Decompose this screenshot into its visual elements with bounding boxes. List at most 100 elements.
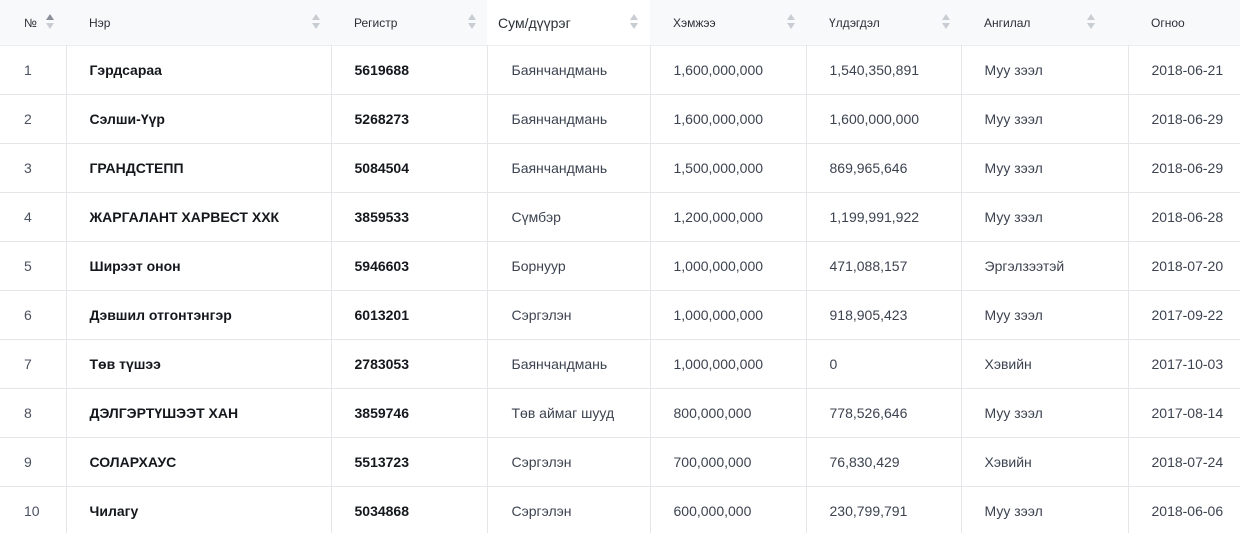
cell-balance: 471,088,157 bbox=[806, 241, 962, 291]
cell-register: 6013201 bbox=[331, 290, 488, 340]
cell-number: 9 bbox=[0, 437, 67, 487]
cell-balance: 230,799,791 bbox=[806, 486, 962, 533]
column-header-label: Ангилал bbox=[984, 15, 1031, 30]
sort-ascending-icon[interactable] bbox=[46, 14, 54, 30]
cell-number: 3 bbox=[0, 143, 67, 193]
cell-register: 5513723 bbox=[331, 437, 488, 487]
column-header-label: Үлдэгдэл bbox=[829, 15, 880, 30]
cell-register: 2783053 bbox=[331, 339, 488, 389]
column-header-category[interactable]: Ангилал bbox=[961, 0, 1128, 46]
cell-balance: 778,526,646 bbox=[806, 388, 962, 438]
cell-amount: 600,000,000 bbox=[650, 486, 807, 533]
column-header-register[interactable]: Регистр bbox=[331, 0, 487, 46]
cell-balance: 1,600,000,000 bbox=[806, 94, 962, 144]
cell-amount: 1,500,000,000 bbox=[650, 143, 807, 193]
cell-date: 2018-06-29 bbox=[1128, 143, 1240, 193]
cell-register: 5268273 bbox=[331, 94, 488, 144]
cell-name: Чилагу bbox=[66, 486, 332, 533]
cell-soum: Баянчандмань bbox=[487, 45, 651, 95]
cell-register: 3859746 bbox=[331, 388, 488, 438]
cell-category: Муу зээл bbox=[961, 143, 1129, 193]
table-row[interactable]: 2 Сэлши-Үүр 5268273 Баянчандмань 1,600,000,0… bbox=[0, 94, 1240, 144]
column-header-balance[interactable]: Үлдэгдэл bbox=[806, 0, 961, 46]
cell-register: 3859533 bbox=[331, 192, 488, 242]
cell-balance: 0 bbox=[806, 339, 962, 389]
table-row[interactable]: 1 Гэрдсараа 5619688 Баянчандмань 1,600,000,0… bbox=[0, 45, 1240, 95]
sort-icon[interactable] bbox=[942, 14, 950, 30]
table-row[interactable]: 8 ДЭЛГЭРТҮШЭЭТ ХАН 3859746 Төв аймаг шууд 80… bbox=[0, 388, 1240, 438]
cell-category: Муу зээл bbox=[961, 290, 1129, 340]
table-body: 1 Гэрдсараа 5619688 Баянчандмань 1,600,000,0… bbox=[0, 45, 1240, 533]
cell-name: Сэлши-Үүр bbox=[66, 94, 332, 144]
cell-amount: 1,600,000,000 bbox=[650, 94, 807, 144]
table-row[interactable]: 4 ЖАРГАЛАНТ ХАРВЕСТ ХХК 3859533 Сүмбэр 1,200… bbox=[0, 192, 1240, 242]
cell-amount: 700,000,000 bbox=[650, 437, 807, 487]
cell-balance: 869,965,646 bbox=[806, 143, 962, 193]
table-row[interactable]: 6 Дэвшил отгонтэнгэр 6013201 Сэргэлэн 1,000,… bbox=[0, 290, 1240, 340]
cell-category: Хэвийн bbox=[961, 339, 1129, 389]
cell-soum: Төв аймаг шууд bbox=[487, 388, 651, 438]
column-header-amount[interactable]: Хэмжээ bbox=[650, 0, 806, 46]
column-header-no[interactable]: № bbox=[0, 0, 66, 46]
column-header-name[interactable]: Нэр bbox=[66, 0, 331, 46]
cell-name: Гэрдсараа bbox=[66, 45, 332, 95]
cell-soum: Сүмбэр bbox=[487, 192, 651, 242]
cell-name: Төв түшээ bbox=[66, 339, 332, 389]
sort-icon[interactable] bbox=[787, 14, 795, 30]
table-row[interactable]: 10 Чилагу 5034868 Сэргэлэн 600,000,000 230,79… bbox=[0, 486, 1240, 533]
column-header-label: Нэр bbox=[89, 15, 111, 30]
cell-number: 4 bbox=[0, 192, 67, 242]
sort-icon[interactable] bbox=[630, 14, 638, 30]
cell-amount: 1,000,000,000 bbox=[650, 339, 807, 389]
cell-balance: 1,199,991,922 bbox=[806, 192, 962, 242]
cell-date: 2017-08-14 bbox=[1128, 388, 1240, 438]
cell-amount: 1,000,000,000 bbox=[650, 290, 807, 340]
column-header-label: Регистр bbox=[354, 15, 398, 30]
column-header-label: Хэмжээ bbox=[673, 15, 716, 30]
cell-amount: 1,200,000,000 bbox=[650, 192, 807, 242]
cell-register: 5034868 bbox=[331, 486, 488, 533]
table-row[interactable]: 9 СОЛАРХАУС 5513723 Сэргэлэн 700,000,000 76,8… bbox=[0, 437, 1240, 487]
cell-soum: Баянчандмань bbox=[487, 94, 651, 144]
cell-balance: 76,830,429 bbox=[806, 437, 962, 487]
cell-soum: Сэргэлэн bbox=[487, 437, 651, 487]
header-row: № Нэр Регистр Сум/дүүрэг Хэмжээ bbox=[0, 0, 1240, 46]
table-row[interactable]: 7 Төв түшээ 2783053 Баянчандмань 1,000,000,0… bbox=[0, 339, 1240, 389]
cell-register: 5946603 bbox=[331, 241, 488, 291]
column-header-soum[interactable]: Сум/дүүрэг bbox=[487, 0, 650, 46]
cell-number: 7 bbox=[0, 339, 67, 389]
cell-name: ДЭЛГЭРТҮШЭЭТ ХАН bbox=[66, 388, 332, 438]
cell-date: 2018-06-28 bbox=[1128, 192, 1240, 242]
cell-number: 6 bbox=[0, 290, 67, 340]
cell-soum: Сэргэлэн bbox=[487, 290, 651, 340]
sort-icon[interactable] bbox=[312, 14, 320, 30]
cell-soum: Баянчандмань bbox=[487, 339, 651, 389]
cell-balance: 918,905,423 bbox=[806, 290, 962, 340]
sort-icon[interactable] bbox=[468, 14, 476, 30]
cell-name: ЖАРГАЛАНТ ХАРВЕСТ ХХК bbox=[66, 192, 332, 242]
table-row[interactable]: 5 Ширээт онон 5946603 Борнуур 1,000,000,000 4… bbox=[0, 241, 1240, 291]
cell-date: 2017-10-03 bbox=[1128, 339, 1240, 389]
cell-register: 5619688 bbox=[331, 45, 488, 95]
cell-name: Дэвшил отгонтэнгэр bbox=[66, 290, 332, 340]
column-header-label: Огноо bbox=[1151, 15, 1185, 30]
cell-register: 5084504 bbox=[331, 143, 488, 193]
cell-number: 10 bbox=[0, 486, 67, 533]
cell-name: СОЛАРХАУС bbox=[66, 437, 332, 487]
sort-icon[interactable] bbox=[1087, 14, 1095, 30]
cell-name: Ширээт онон bbox=[66, 241, 332, 291]
cell-balance: 1,540,350,891 bbox=[806, 45, 962, 95]
column-header-label: Сум/дүүрэг bbox=[498, 14, 571, 31]
cell-number: 8 bbox=[0, 388, 67, 438]
cell-category: Муу зээл bbox=[961, 192, 1129, 242]
table-row[interactable]: 3 ГРАНДСТЕПП 5084504 Баянчандмань 1,500,000,… bbox=[0, 143, 1240, 193]
cell-name: ГРАНДСТЕПП bbox=[66, 143, 332, 193]
cell-amount: 1,000,000,000 bbox=[650, 241, 807, 291]
cell-date: 2018-06-29 bbox=[1128, 94, 1240, 144]
column-header-date[interactable]: Огноо bbox=[1128, 0, 1240, 46]
cell-category: Хэвийн bbox=[961, 437, 1129, 487]
cell-soum: Баянчандмань bbox=[487, 143, 651, 193]
cell-soum: Борнуур bbox=[487, 241, 651, 291]
